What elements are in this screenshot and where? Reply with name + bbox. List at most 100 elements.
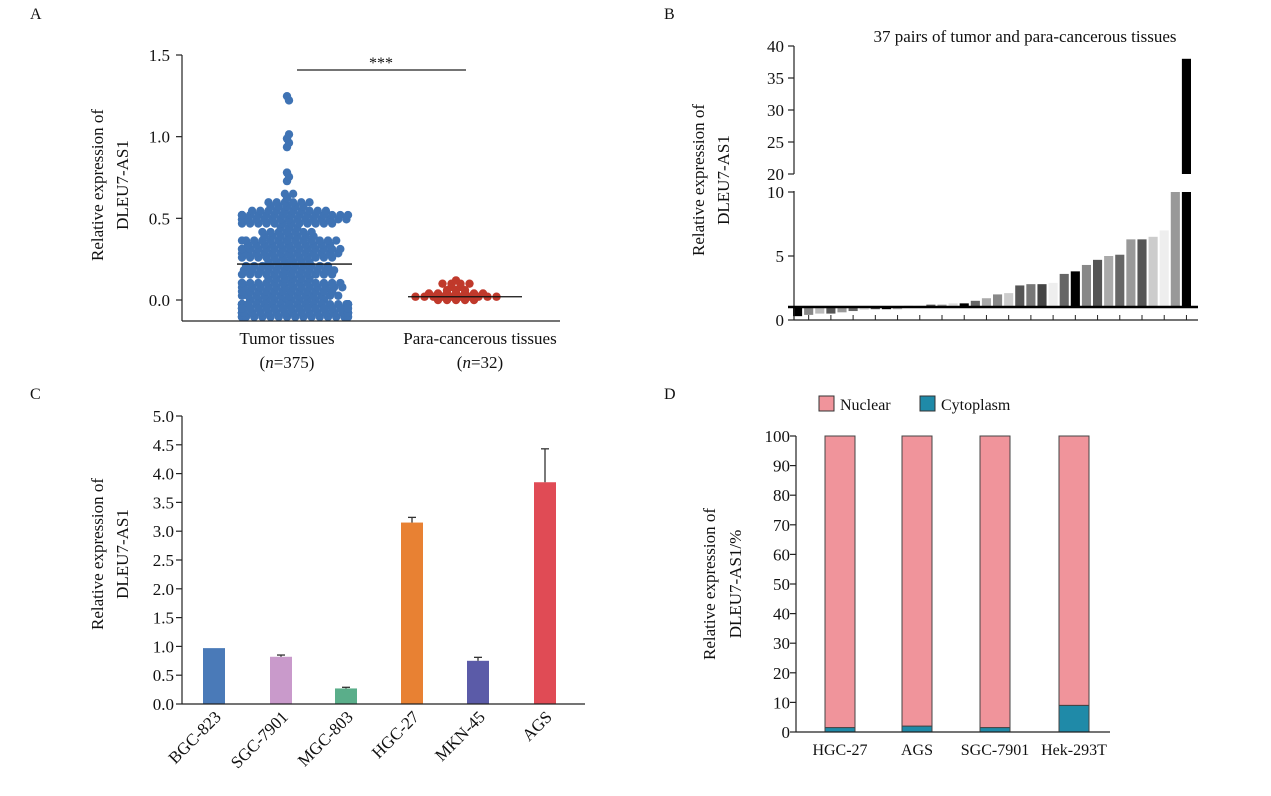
data-point-tumor bbox=[280, 189, 290, 199]
y-tick-label-d: 50 bbox=[773, 575, 790, 594]
x-tick-label-c: BGC-823 bbox=[165, 707, 225, 767]
bar-b bbox=[826, 307, 836, 314]
legend-swatch-cytoplasm bbox=[919, 395, 936, 412]
data-point-tumor bbox=[245, 278, 255, 288]
y-axis-label-a-line2: DLEU7-AS1 bbox=[113, 140, 132, 230]
data-point-tumor bbox=[237, 304, 247, 313]
data-point-tumor bbox=[327, 210, 337, 220]
data-point-tumor bbox=[334, 291, 343, 300]
bar-b bbox=[848, 307, 858, 312]
y-tick-label-c: 1.0 bbox=[153, 637, 174, 656]
y-tick-label-d: 80 bbox=[773, 486, 790, 505]
data-point-tumor bbox=[336, 210, 345, 220]
data-point-tumor bbox=[284, 130, 294, 139]
data-point-tumor bbox=[319, 278, 329, 288]
data-point-tumor bbox=[254, 304, 263, 313]
group-label-tumor: Tumor tissues bbox=[239, 329, 334, 348]
y-axis-label-b-line2: DLEU7-AS1 bbox=[714, 135, 733, 225]
bar-b-upper bbox=[1181, 58, 1191, 174]
y-tick-label-b-upper: 25 bbox=[767, 133, 784, 152]
y-tick-label-c: 4.0 bbox=[153, 465, 174, 484]
x-tick-label-c: MGC-803 bbox=[294, 707, 357, 770]
chart-b: 37 pairs of tumor and para-cancerous tis… bbox=[689, 27, 1198, 330]
y-tick-label-d: 90 bbox=[773, 457, 790, 476]
data-point-tumor bbox=[311, 278, 320, 288]
y-axis-label-d-line1-rot: Relative expression of bbox=[700, 508, 719, 660]
data-point-tumor bbox=[297, 198, 306, 207]
data-point-tumor bbox=[286, 304, 296, 313]
x-tick-label-d: Hek-293T bbox=[1041, 742, 1107, 759]
legend-swatch-nuclear bbox=[818, 395, 835, 412]
data-point-tumor bbox=[336, 304, 345, 313]
bar-b bbox=[1159, 230, 1169, 308]
data-point-para bbox=[451, 276, 461, 285]
data-point-tumor bbox=[332, 236, 341, 245]
group-n-tumor: (n=375) bbox=[260, 353, 315, 372]
y-axis-label-b-line1-rot: Relative expression of bbox=[689, 104, 708, 256]
y-tick-label-d: 30 bbox=[773, 634, 790, 653]
y-axis-label-c-line2: DLEU7-AS1 bbox=[113, 509, 132, 599]
y-tick-label-a: 0.5 bbox=[149, 209, 170, 228]
y-tick-label-d: 40 bbox=[773, 605, 790, 624]
bar-b bbox=[1093, 259, 1103, 308]
bar-b bbox=[1126, 239, 1136, 308]
data-point-tumor bbox=[305, 206, 314, 216]
bar-b bbox=[1004, 293, 1014, 308]
data-point-tumor bbox=[247, 206, 257, 216]
data-point-tumor bbox=[319, 304, 329, 313]
bar-b bbox=[948, 303, 958, 308]
data-point-tumor bbox=[288, 198, 298, 207]
data-point-para bbox=[465, 279, 474, 288]
data-point-tumor bbox=[282, 168, 292, 177]
data-point-tumor bbox=[237, 244, 247, 254]
x-tick-label-d: AGS bbox=[901, 742, 933, 759]
y-tick-label-b: 10 bbox=[767, 183, 784, 202]
legend-label-cytoplasm: Cytoplasm bbox=[941, 397, 1011, 414]
y-axis-label-c-line1: Relative expression of bbox=[88, 478, 107, 630]
data-point-tumor bbox=[315, 236, 324, 245]
panel-label-c: C bbox=[30, 386, 41, 403]
bar-d-cytoplasm bbox=[1058, 704, 1090, 733]
bar-d-nuclear bbox=[901, 435, 933, 727]
x-tick-label-d: HGC-27 bbox=[812, 742, 867, 759]
bar-b bbox=[981, 298, 991, 308]
bar-b bbox=[1048, 282, 1058, 308]
bar-b bbox=[970, 300, 980, 308]
bar-d-nuclear bbox=[1058, 435, 1090, 706]
y-tick-label-c: 2.0 bbox=[153, 580, 174, 599]
y-tick-label-c: 3.5 bbox=[153, 493, 174, 512]
bar-c bbox=[401, 522, 423, 704]
data-point-tumor bbox=[237, 210, 247, 220]
bar-d-cytoplasm bbox=[824, 727, 856, 733]
bar-b bbox=[1104, 256, 1114, 308]
y-tick-label-b: 5 bbox=[776, 247, 785, 266]
data-point-tumor bbox=[282, 91, 292, 101]
data-point-para bbox=[478, 289, 488, 298]
data-point-para bbox=[433, 289, 443, 298]
data-point-tumor bbox=[272, 198, 281, 207]
bar-d-nuclear bbox=[979, 435, 1011, 729]
data-point-tumor bbox=[295, 304, 304, 313]
data-point-tumor bbox=[250, 261, 259, 271]
y-tick-label-b-upper: 35 bbox=[767, 69, 784, 88]
data-point-tumor bbox=[321, 206, 331, 216]
y-tick-label-d: 70 bbox=[773, 516, 790, 535]
group-label-para: Para-cancerous tissues bbox=[403, 329, 556, 348]
data-point-tumor bbox=[343, 210, 353, 220]
bar-b bbox=[1148, 236, 1158, 308]
bar-b bbox=[815, 307, 825, 314]
bar-b bbox=[859, 307, 869, 310]
bar-d-cytoplasm bbox=[901, 725, 933, 733]
bar-b bbox=[1026, 284, 1036, 308]
data-point-tumor bbox=[313, 206, 322, 216]
y-tick-label-a: 1.5 bbox=[149, 46, 170, 65]
data-point-para bbox=[424, 289, 434, 298]
data-point-tumor bbox=[241, 261, 251, 271]
y-tick-label-b: 0 bbox=[776, 311, 785, 330]
bar-b bbox=[1170, 192, 1180, 308]
bar-b bbox=[804, 307, 814, 315]
bar-b bbox=[959, 303, 969, 308]
bar-b bbox=[1037, 284, 1047, 308]
y-axis-label-d-line2: DLEU7-AS1/% bbox=[726, 530, 745, 639]
x-tick-label-d: SGC-7901 bbox=[961, 742, 1029, 759]
